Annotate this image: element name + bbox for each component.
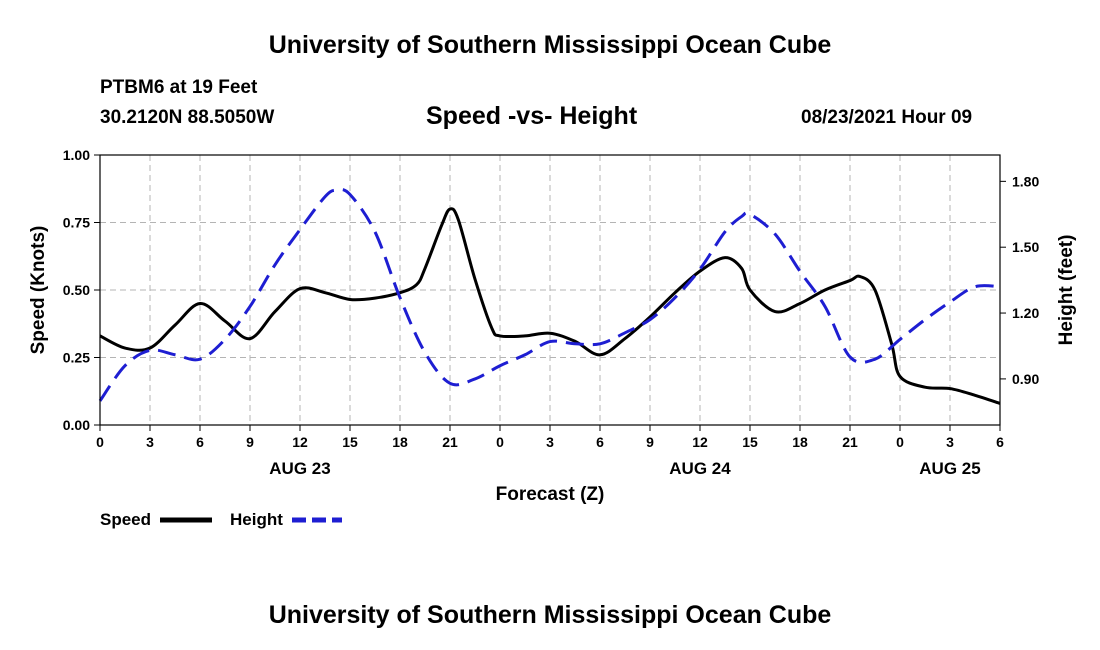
y-tick-label-left: 1.00 <box>63 147 90 163</box>
grid <box>100 155 1000 425</box>
date-label: AUG 25 <box>919 459 980 478</box>
x-tick-label: 0 <box>896 434 904 450</box>
y-tick-label-right: 1.20 <box>1012 305 1039 321</box>
x-tick-label: 3 <box>546 434 554 450</box>
legend-speed-label: Speed <box>100 510 151 529</box>
date-label: AUG 24 <box>669 459 731 478</box>
y-tick-label-right: 1.80 <box>1012 173 1039 189</box>
x-tick-label: 18 <box>792 434 808 450</box>
x-axis-label: Forecast (Z) <box>496 484 605 505</box>
x-tick-label: 3 <box>946 434 954 450</box>
station-coordinates: 30.2120N 88.5050W <box>100 107 275 128</box>
x-tick-label: 0 <box>96 434 104 450</box>
chart-title-bottom: University of Southern Mississippi Ocean… <box>268 601 832 629</box>
x-tick-label: 0 <box>496 434 504 450</box>
y-tick-label-left: 0.25 <box>63 350 90 366</box>
x-tick-label: 18 <box>392 434 408 450</box>
x-tick-label: 6 <box>196 434 204 450</box>
x-tick-label: 12 <box>292 434 308 450</box>
series-layer <box>98 188 1001 405</box>
chart-subtitle: Speed -vs- Height <box>426 102 638 130</box>
y-tick-label-left: 0.00 <box>63 417 90 433</box>
chart-title-top: University of Southern Mississippi Ocean… <box>268 31 832 59</box>
x-tick-label: 6 <box>596 434 604 450</box>
series-line-speed <box>99 207 1001 405</box>
station-name: PTBM6 at 19 Feet <box>100 77 258 98</box>
date-label: AUG 23 <box>269 459 330 478</box>
forecast-datetime: 08/23/2021 Hour 09 <box>801 107 973 128</box>
y-axis-label-left: Speed (Knots) <box>28 226 49 355</box>
y-tick-label-right: 0.90 <box>1012 371 1039 387</box>
x-tick-label: 21 <box>842 434 858 450</box>
legend-height-label: Height <box>230 510 283 529</box>
series-line-height <box>98 188 1001 402</box>
x-tick-label: 15 <box>342 434 358 450</box>
x-tick-label: 6 <box>996 434 1004 450</box>
x-tick-label: 21 <box>442 434 458 450</box>
x-tick-label: 9 <box>246 434 254 450</box>
x-tick-label: 9 <box>646 434 654 450</box>
y-tick-label-left: 0.75 <box>63 215 90 231</box>
y-axis-label-right: Height (feet) <box>1056 235 1077 346</box>
y-tick-label-right: 1.50 <box>1012 239 1039 255</box>
legend: Speed Height <box>100 510 342 529</box>
x-tick-label: 15 <box>742 434 758 450</box>
axes: 0 3 6 9 12 15 18 21 0 3 6 9 12 15 18 21 0 3 6 AUG 23 AUG 24 A… <box>63 147 1040 478</box>
y-tick-label-left: 0.50 <box>63 282 90 298</box>
x-tick-label: 3 <box>146 434 154 450</box>
x-tick-label: 12 <box>692 434 708 450</box>
